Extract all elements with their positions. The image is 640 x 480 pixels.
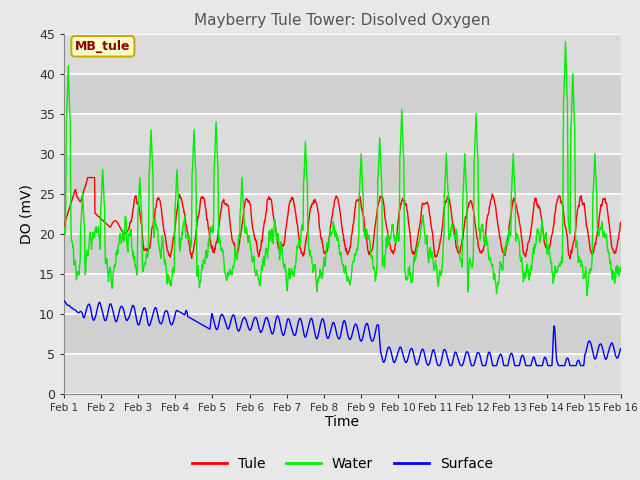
Line: Tule: Tule [64, 178, 621, 259]
Bar [64, 274, 621, 313]
Surface [617, 346, 625, 352]
Water [184, 237, 191, 242]
Water [246, 242, 254, 248]
Legend: Tule, Water, Surface: Tule, Water, Surface [186, 451, 499, 476]
Water [502, 244, 509, 250]
Title: Mayberry Tule Tower: Disolved Oxygen: Mayberry Tule Tower: Disolved Oxygen [195, 13, 490, 28]
Line: Surface: Surface [64, 301, 621, 366]
Bar [64, 154, 621, 193]
Surface [246, 327, 254, 333]
Surface [429, 348, 436, 353]
Bar [64, 354, 621, 394]
Surface [435, 363, 442, 369]
Water [562, 39, 570, 45]
Tule [617, 219, 625, 225]
Surface [60, 298, 68, 304]
Surface [551, 330, 559, 336]
Surface [184, 313, 191, 319]
Tule [84, 175, 92, 180]
Surface [170, 315, 178, 321]
Water [170, 262, 178, 268]
Bar [64, 193, 621, 234]
Tule [246, 202, 254, 207]
Water [429, 252, 436, 257]
Water [60, 226, 68, 231]
Surface [502, 363, 509, 369]
Tule [184, 232, 192, 238]
X-axis label: Time: Time [325, 415, 360, 430]
Tule [502, 247, 509, 253]
Water [617, 266, 625, 272]
Bar [64, 234, 621, 274]
Bar [64, 73, 621, 114]
Tule [171, 228, 179, 234]
Y-axis label: DO (mV): DO (mV) [20, 184, 33, 243]
Water [551, 266, 559, 272]
Tule [60, 223, 68, 228]
Tule [551, 210, 559, 216]
Tule [429, 236, 437, 242]
Bar [64, 34, 621, 73]
Bar [64, 114, 621, 154]
Bar [64, 313, 621, 354]
Text: MB_tule: MB_tule [75, 40, 131, 53]
Water [583, 292, 591, 298]
Tule [566, 256, 574, 262]
Line: Water: Water [64, 42, 621, 295]
